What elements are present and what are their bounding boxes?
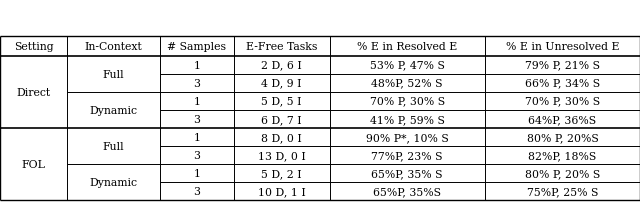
- Text: 4 D, 9 I: 4 D, 9 I: [261, 78, 302, 88]
- Text: 3: 3: [193, 186, 200, 196]
- Text: # Samples: # Samples: [167, 42, 227, 51]
- Text: 13 D, 0 I: 13 D, 0 I: [258, 150, 305, 160]
- Text: 3: 3: [193, 150, 200, 160]
- Text: In-Context: In-Context: [84, 42, 143, 51]
- Text: Full: Full: [103, 141, 124, 151]
- Text: 79% P, 21% S: 79% P, 21% S: [525, 60, 600, 70]
- Text: 1: 1: [193, 96, 200, 106]
- Text: E-Free Tasks: E-Free Tasks: [246, 42, 317, 51]
- Text: Direct: Direct: [17, 87, 51, 97]
- Text: 80% P, 20% S: 80% P, 20% S: [525, 168, 600, 178]
- Text: % E in Unresolved E: % E in Unresolved E: [506, 42, 619, 51]
- Text: 5 D, 2 I: 5 D, 2 I: [261, 168, 302, 178]
- Text: 41% P, 59% S: 41% P, 59% S: [370, 114, 445, 124]
- Text: 90% P*, 10% S: 90% P*, 10% S: [366, 132, 449, 142]
- Text: 1: 1: [193, 132, 200, 142]
- Text: 3: 3: [193, 114, 200, 124]
- Text: 80% P, 20%S: 80% P, 20%S: [527, 132, 598, 142]
- Text: 66% P, 34% S: 66% P, 34% S: [525, 78, 600, 88]
- Text: FOL: FOL: [22, 159, 45, 169]
- Text: 65%P, 35%S: 65%P, 35%S: [373, 186, 441, 196]
- Text: Setting: Setting: [14, 42, 53, 51]
- Text: Dynamic: Dynamic: [90, 105, 138, 115]
- Text: 1: 1: [193, 168, 200, 178]
- Text: 48%P, 52% S: 48%P, 52% S: [371, 78, 443, 88]
- Text: 3: 3: [193, 78, 200, 88]
- Text: 64%P, 36%S: 64%P, 36%S: [529, 114, 596, 124]
- Text: Dynamic: Dynamic: [90, 177, 138, 187]
- Text: 1: 1: [193, 60, 200, 70]
- Text: 65%P, 35% S: 65%P, 35% S: [371, 168, 443, 178]
- Text: 8 D, 0 I: 8 D, 0 I: [261, 132, 302, 142]
- Text: 5 D, 5 I: 5 D, 5 I: [261, 96, 302, 106]
- Text: 75%P, 25% S: 75%P, 25% S: [527, 186, 598, 196]
- Text: 2 D, 6 I: 2 D, 6 I: [261, 60, 302, 70]
- Text: 82%P, 18%S: 82%P, 18%S: [528, 150, 596, 160]
- Text: 77%P, 23% S: 77%P, 23% S: [371, 150, 443, 160]
- Text: 70% P, 30% S: 70% P, 30% S: [525, 96, 600, 106]
- Text: Full: Full: [103, 69, 124, 79]
- Text: 53% P, 47% S: 53% P, 47% S: [370, 60, 445, 70]
- Text: 6 D, 7 I: 6 D, 7 I: [261, 114, 302, 124]
- Text: % E in Resolved E: % E in Resolved E: [357, 42, 458, 51]
- Text: 10 D, 1 I: 10 D, 1 I: [258, 186, 305, 196]
- Text: 70% P, 30% S: 70% P, 30% S: [370, 96, 445, 106]
